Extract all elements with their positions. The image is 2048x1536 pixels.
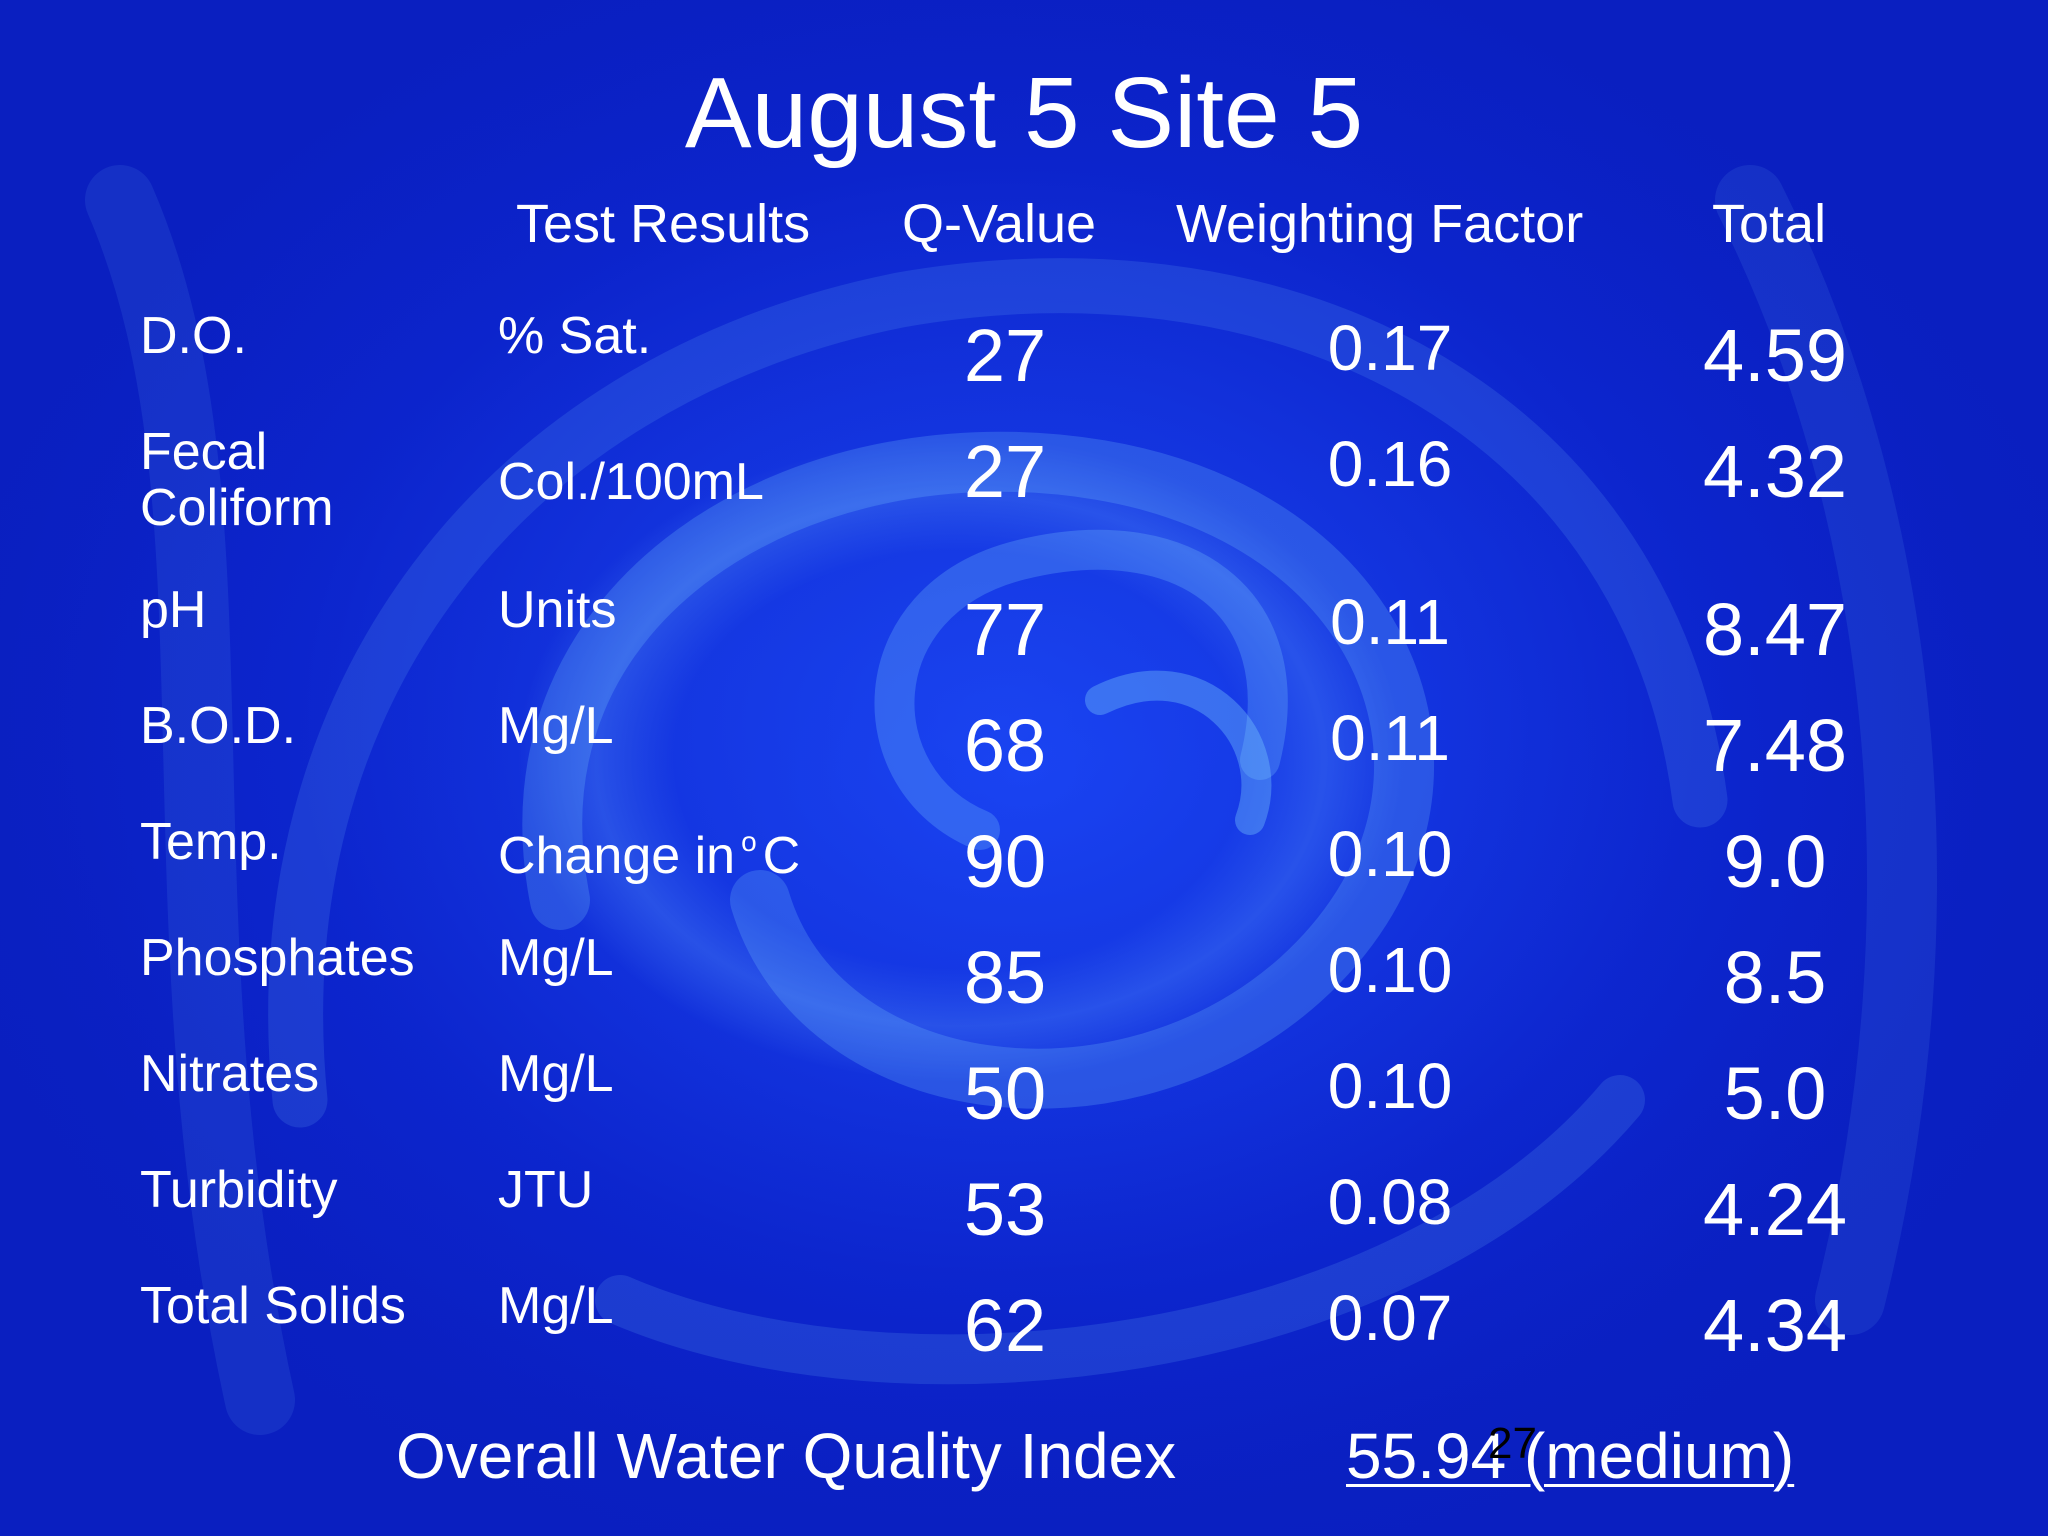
- table-row: Phosphates Mg/L 85 0.10 8.5: [0, 930, 2048, 1040]
- table-row: Fecal Coliform Col./100mL 27 0.16 4.32: [0, 423, 2048, 537]
- weighting-factor: 0.10: [1327, 934, 1453, 1006]
- parameter-unit: Mg/L: [498, 697, 614, 755]
- header-weighting-factor: Weighting Factor: [1176, 194, 1584, 254]
- header-q-value: Q-Value: [902, 194, 1097, 254]
- overall-index-label: Overall Water Quality Index: [396, 1420, 1177, 1492]
- parameter-name: Total Solids: [140, 1277, 406, 1335]
- parameter-unit: % Sat.: [498, 307, 652, 365]
- q-value: 62: [963, 1284, 1047, 1367]
- header-total: Total: [1712, 194, 1827, 254]
- q-value: 85: [963, 936, 1047, 1019]
- header-test-results: Test Results: [516, 194, 811, 254]
- parameter-unit: Col./100mL: [498, 453, 764, 511]
- parameter-name: D.O.: [140, 307, 247, 365]
- slide-title: August 5 Site 5: [684, 57, 1364, 169]
- q-value: 53: [963, 1168, 1047, 1251]
- weighting-factor: 0.10: [1327, 818, 1453, 890]
- table-row: Total Solids Mg/L 62 0.07 4.34: [0, 1278, 2048, 1388]
- table-row: D.O. % Sat. 27 0.17 4.59: [0, 308, 2048, 418]
- table-row: Turbidity JTU 53 0.08 4.24: [0, 1162, 2048, 1272]
- row-total: 4.24: [1702, 1168, 1848, 1251]
- parameter-name: Phosphates: [140, 929, 415, 987]
- parameter-unit: Mg/L: [498, 1277, 614, 1335]
- unit-suffix: C: [762, 827, 801, 885]
- parameter-name: pH: [140, 581, 207, 639]
- parameter-name: Turbidity: [140, 1161, 338, 1219]
- parameter-name: Fecal Coliform: [140, 423, 334, 537]
- q-value: 27: [963, 430, 1047, 513]
- parameter-unit: Units: [498, 581, 617, 639]
- row-total: 4.59: [1702, 314, 1848, 397]
- weighting-factor: 0.07: [1327, 1282, 1453, 1354]
- row-total: 7.48: [1702, 704, 1848, 787]
- q-value: 50: [963, 1052, 1047, 1135]
- q-value: 68: [963, 704, 1047, 787]
- weighting-factor: 0.17: [1327, 312, 1453, 384]
- overall-index-value: 55.94 (medium): [1346, 1420, 1795, 1492]
- parameter-name: Nitrates: [140, 1045, 320, 1103]
- degree-symbol: o: [741, 826, 757, 857]
- parameter-name: Temp.: [140, 813, 282, 871]
- parameter-name: B.O.D.: [140, 697, 297, 755]
- parameter-unit: JTU: [498, 1161, 594, 1219]
- q-value: 90: [963, 820, 1047, 903]
- table-row: B.O.D. Mg/L 68 0.11 7.48: [0, 698, 2048, 808]
- row-total: 5.0: [1723, 1052, 1827, 1135]
- row-total: 4.32: [1702, 430, 1848, 513]
- table-row: pH Units 77 0.11 8.47: [0, 582, 2048, 692]
- q-value: 27: [963, 314, 1047, 397]
- row-total: 4.34: [1702, 1284, 1848, 1367]
- weighting-factor: 0.08: [1327, 1166, 1453, 1238]
- parameter-unit: Mg/L: [498, 929, 614, 987]
- weighting-factor: 0.11: [1330, 586, 1450, 658]
- row-total: 9.0: [1723, 820, 1827, 903]
- weighting-factor: 0.10: [1327, 1050, 1453, 1122]
- parameter-unit: Change in o C: [498, 814, 800, 884]
- weighting-factor: 0.11: [1330, 702, 1450, 774]
- parameter-unit: Mg/L: [498, 1045, 614, 1103]
- table-row: Temp. Change in o C 90 0.10 9.0: [0, 814, 2048, 924]
- row-total: 8.5: [1723, 936, 1827, 1019]
- weighting-factor: 0.16: [1327, 428, 1453, 500]
- unit-prefix: Change in: [498, 827, 736, 885]
- table-row: Nitrates Mg/L 50 0.10 5.0: [0, 1046, 2048, 1156]
- q-value: 77: [963, 588, 1047, 671]
- page-number: 27: [1488, 1419, 1537, 1468]
- row-total: 8.47: [1702, 588, 1848, 671]
